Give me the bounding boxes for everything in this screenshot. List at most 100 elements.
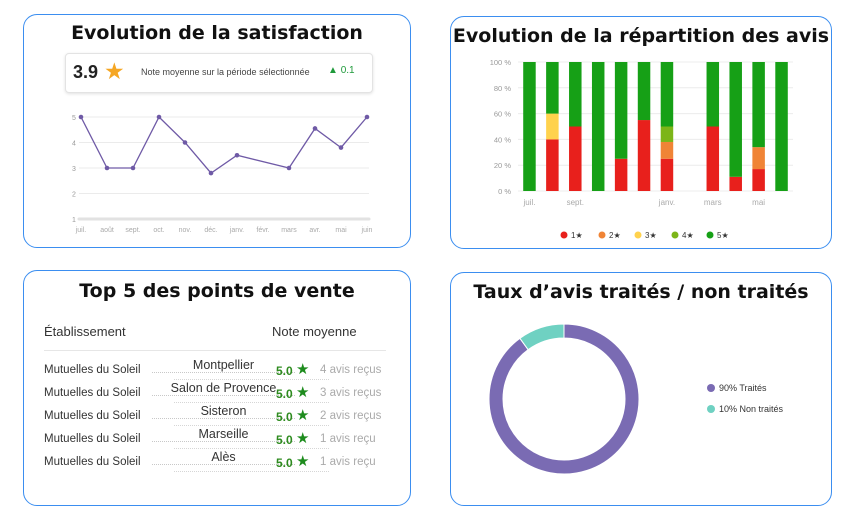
row-city: Montpellier [152,358,295,373]
satisfaction-title: Evolution de la satisfaction [71,22,363,44]
bar-segment [775,62,788,191]
row-city: Sisteron [152,404,295,419]
top-points-card: Top 5 des points de vente Établissement … [23,270,411,506]
x-tick-label: avr. [309,227,320,234]
bar-segment [729,176,742,191]
row-score: 5.0 [276,410,293,424]
rating-delta: ▲ 0.1 [328,65,355,76]
row-divider [174,425,329,426]
star-icon: ★ [296,430,310,447]
series-line [80,115,368,174]
taux-title: Taux d’avis traités / non traités [473,281,809,303]
x-tick-label: janv. [658,198,675,207]
bar-segment [614,158,628,191]
data-point [104,165,110,171]
x-tick-label: sept. [567,198,584,207]
row-establishment: Mutuelles du Soleil [44,364,141,376]
bar-segment [569,126,582,191]
bar-segment [660,141,674,159]
x-tick-label: nov. [179,227,192,234]
bar-segment [752,62,765,148]
x-tick-label: juil. [522,198,535,207]
bar-segment [546,139,559,191]
legend-label: 2★ [609,231,621,240]
satisfaction-line-chart: 1 2 3 4 5 juil. août sept. oct. nov. déc. janv. févr… [72,114,373,234]
average-rating-box: 3.9 ★ Note moyenne sur la période sélect… [65,53,373,93]
x-tick-label: sept. [125,227,140,234]
table-row[interactable]: Mutuelles du Soleil Marseille 5.0 ★ 1 avis r… [44,427,389,449]
bar-segment [546,62,559,114]
x-tick-label: mai [335,227,347,234]
y-tick-label: 60 % [494,110,511,119]
row-establishment: Mutuelles du Soleil [44,456,141,468]
x-tick-label: mai [752,198,765,207]
data-point [156,114,162,120]
y-tick-label: 20 % [494,161,511,170]
bar-segment [591,62,605,191]
legend-label: 1★ [571,231,583,240]
row-score: 5.0 [276,387,293,401]
satisfaction-card: Evolution de la satisfaction 3.9 ★ Note … [23,14,411,248]
legend-marker [560,231,568,239]
row-score: 5.0 [276,433,293,447]
row-count: 2 avis reçus [320,410,382,422]
x-tick-label: juin [361,227,373,234]
data-point [78,114,84,120]
star-icon: ★ [296,384,310,401]
star-icon: ★ [104,58,125,84]
data-point [234,152,240,158]
row-count: 1 avis reçu [320,433,376,445]
bar-segment [660,158,674,191]
average-rating-value: 3.9 [73,62,99,82]
bar-segment [660,62,674,127]
taux-card: Taux d’avis traités / non traités 90% Tr… [450,272,832,506]
row-divider [174,402,329,403]
bar-segment [752,147,765,170]
y-tick-label: 80 % [494,84,511,93]
x-tick-label: août [100,227,114,234]
legend-non-traites-label: 10% Non traités [719,404,784,414]
y-tick-label: 4 [72,141,76,148]
row-city: Salon de Provence [152,381,295,396]
row-divider [174,448,329,449]
data-point [312,126,318,131]
bar-segment [729,62,742,177]
donut-slice [488,323,640,475]
legend-marker [634,231,642,239]
row-count: 4 avis reçus [320,364,382,376]
y-tick-label: 1 [72,217,76,224]
top-title: Top 5 des points de vente [79,280,355,302]
legend-marker [598,231,606,239]
col-rating: Note moyenne [272,324,357,339]
repartition-card: Evolution de la répartition des avis 0 %… [450,16,832,249]
donut-slice [519,323,565,351]
header-divider [44,350,386,351]
legend-dot [707,384,715,392]
table-row[interactable]: Mutuelles du Soleil Montpellier 5.0 ★ 4 avis… [44,358,389,380]
legend-non-traites: 10% Non traités [707,404,783,414]
row-count: 3 avis reçus [320,387,382,399]
x-tick-label: déc. [204,227,217,234]
table-row[interactable]: Mutuelles du Soleil Alès 5.0 ★ 1 avis reçu [44,450,389,472]
row-divider [174,379,329,380]
bar-segment [637,62,651,121]
legend-label: 3★ [645,231,657,240]
row-establishment: Mutuelles du Soleil [44,387,141,399]
data-point [286,165,292,171]
bar-segment [614,62,628,159]
row-city: Alès [152,450,295,465]
row-divider [174,471,329,472]
data-point [182,140,188,145]
y-tick-label: 3 [72,166,76,173]
legend-label: 5★ [717,231,729,240]
x-tick-label: mars [281,227,297,234]
taux-donut-chart [488,323,640,475]
x-tick-label: juil. [75,227,87,234]
data-point [338,145,344,150]
table-row[interactable]: Mutuelles du Soleil Salon de Provence 5.0 ★… [44,381,389,403]
bar-segment [546,113,559,140]
repartition-stacked-bar-chart: 0 % 20 % 40 % 60 % 80 % 100 % juil. sept. janv. m… [490,58,793,240]
table-row[interactable]: Mutuelles du Soleil Sisteron 5.0 ★ 2 avis re… [44,404,389,426]
x-tick-label: févr. [256,227,269,234]
average-rating-label: Note moyenne sur la période sélectionnée [141,67,310,77]
